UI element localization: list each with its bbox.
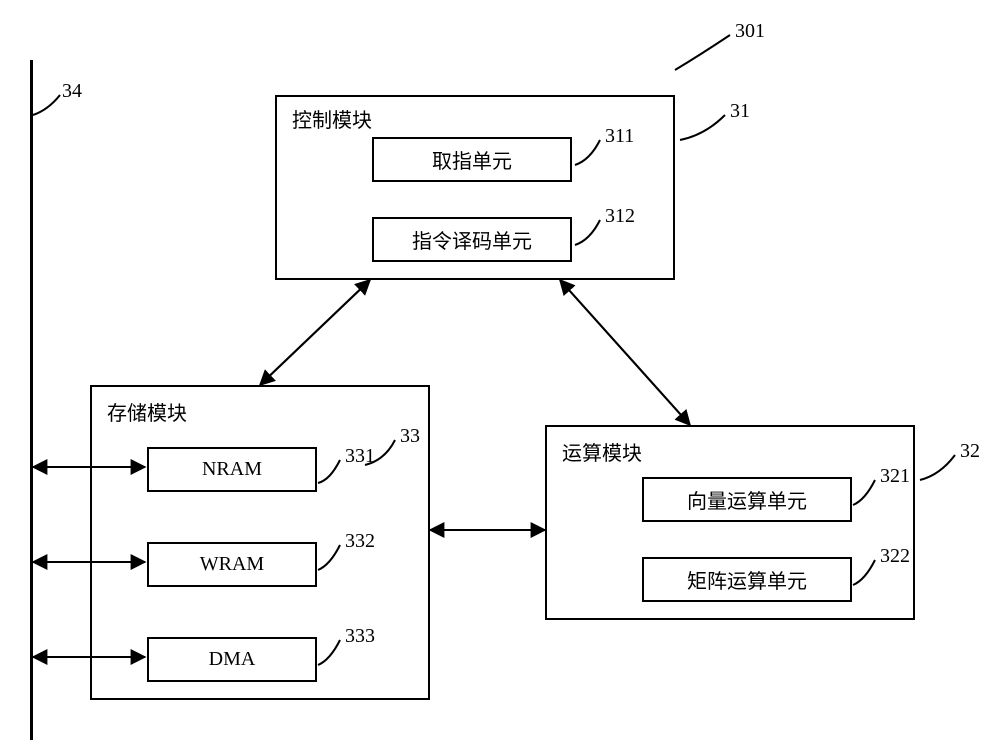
ref-33: 33 bbox=[400, 425, 420, 448]
storage-module-title: 存储模块 bbox=[107, 397, 187, 426]
wram-label: WRAM bbox=[200, 553, 264, 576]
dma-unit: DMA bbox=[147, 637, 317, 682]
wram-unit: WRAM bbox=[147, 542, 317, 587]
vector-unit-label: 向量运算单元 bbox=[687, 485, 807, 514]
dma-label: DMA bbox=[209, 648, 256, 671]
ref-322: 322 bbox=[880, 545, 910, 568]
compute-module-title: 运算模块 bbox=[562, 437, 642, 466]
control-module: 控制模块 取指单元 指令译码单元 bbox=[275, 95, 675, 280]
ref-321: 321 bbox=[880, 465, 910, 488]
ref-312: 312 bbox=[605, 205, 635, 228]
diagram-canvas: 控制模块 取指单元 指令译码单元 存储模块 NRAM WRAM DMA 运算模块… bbox=[0, 0, 1000, 749]
bus-line bbox=[30, 60, 33, 740]
fetch-unit: 取指单元 bbox=[372, 137, 572, 182]
ref-332: 332 bbox=[345, 530, 375, 553]
compute-module: 运算模块 向量运算单元 矩阵运算单元 bbox=[545, 425, 915, 620]
fetch-unit-label: 取指单元 bbox=[432, 145, 512, 174]
nram-label: NRAM bbox=[202, 458, 262, 481]
matrix-unit: 矩阵运算单元 bbox=[642, 557, 852, 602]
control-module-title: 控制模块 bbox=[292, 104, 372, 133]
ref-311: 311 bbox=[605, 125, 634, 148]
matrix-unit-label: 矩阵运算单元 bbox=[687, 565, 807, 594]
nram-unit: NRAM bbox=[147, 447, 317, 492]
decode-unit-label: 指令译码单元 bbox=[412, 225, 532, 254]
vector-unit: 向量运算单元 bbox=[642, 477, 852, 522]
ref-32: 32 bbox=[960, 440, 980, 463]
ref-31: 31 bbox=[730, 100, 750, 123]
storage-module: 存储模块 NRAM WRAM DMA bbox=[90, 385, 430, 700]
ref-34: 34 bbox=[62, 80, 82, 103]
ref-331: 331 bbox=[345, 445, 375, 468]
ref-301: 301 bbox=[735, 20, 765, 43]
ref-333: 333 bbox=[345, 625, 375, 648]
decode-unit: 指令译码单元 bbox=[372, 217, 572, 262]
